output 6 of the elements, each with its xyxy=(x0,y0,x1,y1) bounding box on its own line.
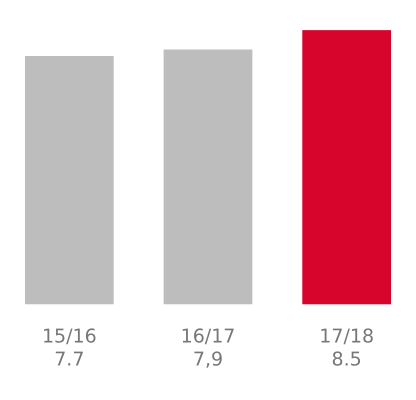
x-tick-label: 17/18 xyxy=(319,326,374,348)
data-label: 8.5 xyxy=(332,348,362,371)
x-tick-label: 15/16 xyxy=(42,326,97,348)
data-label: 7.7 xyxy=(54,348,84,371)
data-label: 7,9 xyxy=(192,348,224,371)
x-tick-label: 16/17 xyxy=(180,326,236,348)
